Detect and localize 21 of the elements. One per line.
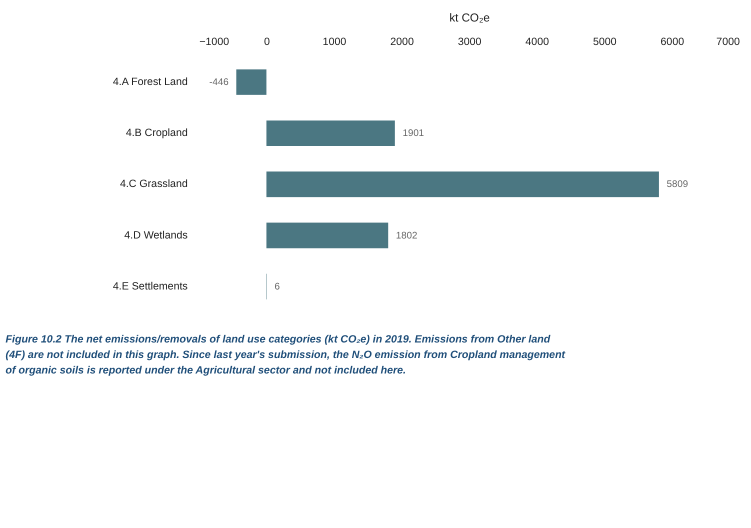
x-tick-label: 2000 bbox=[390, 36, 414, 48]
x-tick-label: 7000 bbox=[716, 36, 740, 48]
x-tick-label: 3000 bbox=[458, 36, 482, 48]
data-label: -446 bbox=[209, 77, 229, 88]
x-tick-label: 4000 bbox=[525, 36, 550, 48]
x-tick-label: −1000 bbox=[199, 36, 230, 48]
data-label: 1901 bbox=[402, 128, 424, 140]
y-tick-label: 4.A Forest Land bbox=[112, 76, 188, 88]
x-tick-label: 5000 bbox=[592, 36, 617, 48]
y-tick-label: 4.E Settlements bbox=[112, 280, 188, 292]
data-label: 6 bbox=[274, 281, 280, 292]
y-tick-label: 4.C Grassland bbox=[120, 178, 188, 190]
data-label: 1802 bbox=[396, 230, 418, 242]
y-tick-label: 4.D Wetlands bbox=[124, 229, 188, 242]
x-axis-title: kt CO₂e bbox=[449, 12, 490, 25]
x-tick-label: 6000 bbox=[660, 36, 684, 48]
y-tick-label: 4.B Cropland bbox=[126, 127, 188, 140]
x-tick-label: 1000 bbox=[322, 36, 346, 48]
x-tick-label: 0 bbox=[264, 36, 270, 48]
data-label: 5809 bbox=[666, 179, 688, 190]
caption: Figure 10.2 The net emissions/removals of land use categories (kt CO₂e) in 2019. Emissions from Other land (4F) are not included in this graph. Since last year's submission, the N₂O emission from Cropland management of organic soils is reported under the Agricultural sector and not included here. bbox=[6, 334, 566, 377]
